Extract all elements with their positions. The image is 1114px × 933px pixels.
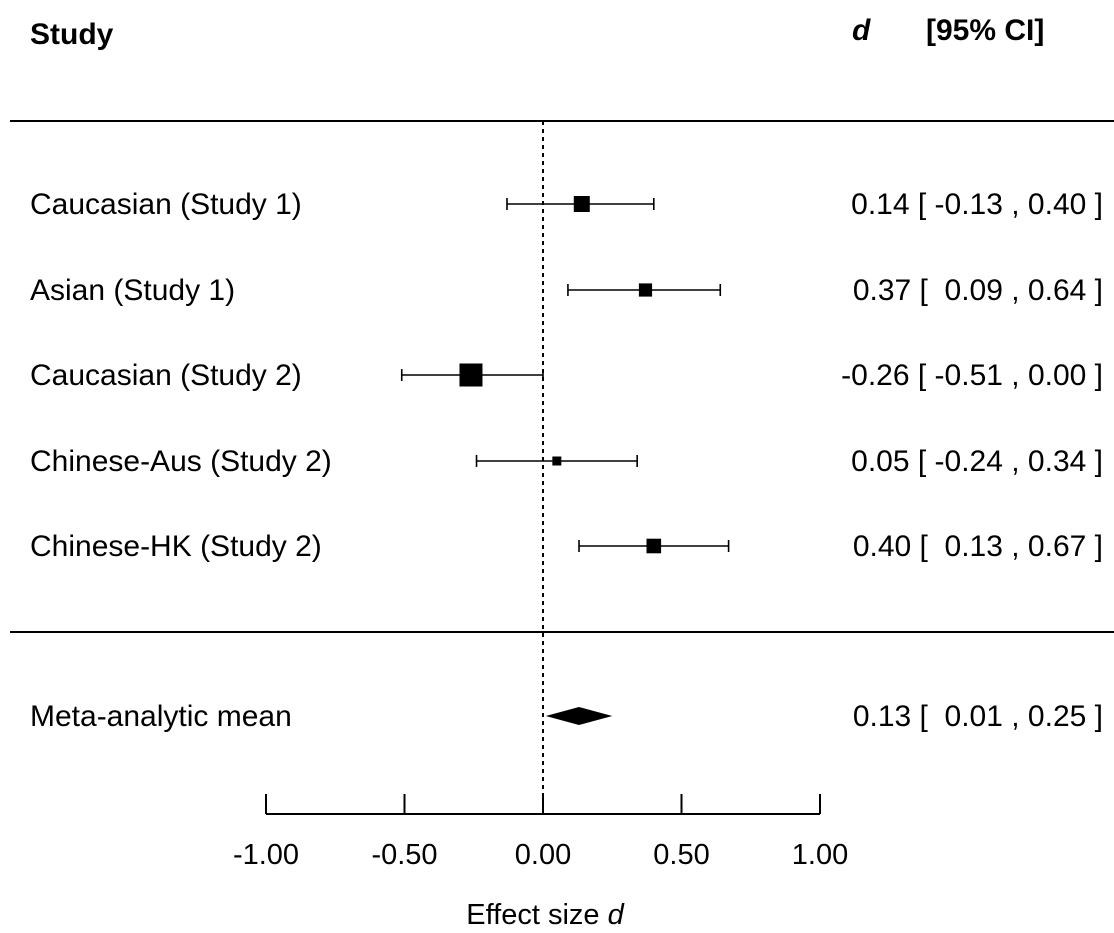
study-value: -0.26 [ -0.51 , 0.00 ] <box>841 359 1103 392</box>
x-tick-label: 0.50 <box>653 839 709 871</box>
x-tick-label: 1.00 <box>792 839 848 871</box>
header-effect: d <box>852 14 871 47</box>
x-axis-label-symbol: d <box>608 899 625 931</box>
study-value: 0.14 [ -0.13 , 0.40 ] <box>851 188 1103 221</box>
header-study: Study <box>30 18 114 51</box>
header-ci: [95% CI] <box>926 14 1044 47</box>
effect-point <box>552 456 562 466</box>
effect-point <box>573 196 590 212</box>
plot-marks: Caucasian (Study 1) 0.14 [ -0.13 , 0.40 ]… <box>30 121 1103 795</box>
x-axis: -1.00 -0.50 0.00 0.50 1.00 Effect size d <box>233 794 848 931</box>
summary-diamond <box>545 707 613 725</box>
study-label: Asian (Study 1) <box>30 274 235 307</box>
effect-point <box>459 363 483 387</box>
study-label: Chinese-Aus (Study 2) <box>30 445 332 478</box>
study-label: Caucasian (Study 1) <box>30 188 302 221</box>
effect-point <box>646 538 662 554</box>
summary-value: 0.13 [ 0.01 , 0.25 ] <box>853 700 1103 733</box>
study-value: 0.37 [ 0.09 , 0.64 ] <box>853 274 1103 307</box>
x-axis-label: Effect size d <box>466 899 624 931</box>
study-value: 0.05 [ -0.24 , 0.34 ] <box>851 445 1103 478</box>
summary-label: Meta-analytic mean <box>30 700 292 733</box>
x-tick-label: 0.00 <box>515 839 571 871</box>
study-value: 0.40 [ 0.13 , 0.67 ] <box>853 530 1103 563</box>
effect-point <box>638 283 653 297</box>
x-tick-label: -1.00 <box>233 839 299 871</box>
study-label: Chinese-HK (Study 2) <box>30 530 322 563</box>
study-label: Caucasian (Study 2) <box>30 359 302 392</box>
x-axis-label-text: Effect size <box>466 899 607 931</box>
x-tick-label: -0.50 <box>371 839 437 871</box>
